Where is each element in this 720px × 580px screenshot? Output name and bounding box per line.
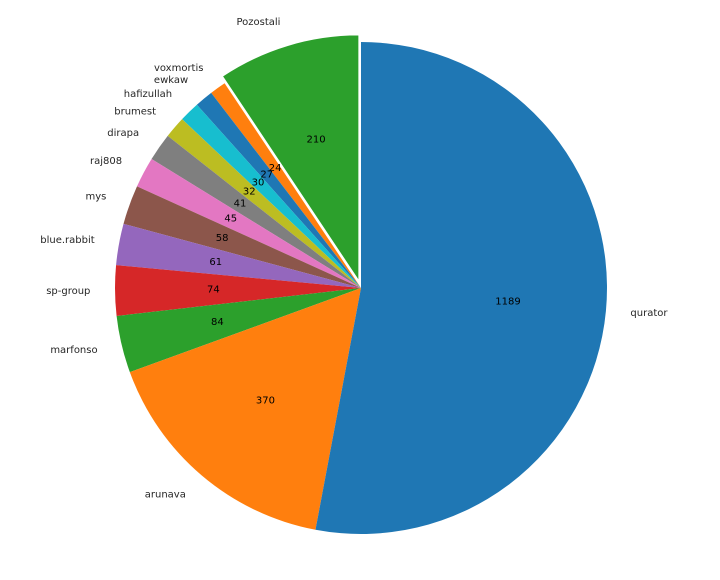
pie-slice-raj808	[136, 158, 361, 288]
slices-layer	[115, 34, 607, 534]
pie-slice-arunava	[129, 288, 361, 530]
pie-slice-blue-rabbit	[116, 223, 361, 288]
slice-value-label: 1189	[495, 297, 520, 308]
slice-label: voxmortis	[154, 63, 204, 74]
slice-label: mys	[85, 191, 106, 202]
slice-label: sp-group	[46, 286, 90, 297]
pie-slice-mys	[123, 186, 361, 288]
slice-value-label: 30	[252, 177, 265, 188]
slice-value-label: 27	[260, 169, 273, 180]
slice-label: dirapa	[107, 128, 139, 139]
pie-slice-pozostali	[221, 34, 360, 283]
pie-slice-ewkaw	[196, 92, 361, 289]
slice-value-label: 61	[209, 257, 222, 268]
pie-slice-dirapa	[151, 135, 361, 288]
slice-label: hafizullah	[124, 89, 172, 100]
slice-label: blue.rabbit	[40, 235, 95, 246]
slice-label: Pozostali	[236, 17, 280, 28]
slice-value-label: 45	[224, 214, 237, 225]
slice-value-label: 84	[211, 317, 224, 328]
slice-value-label: 74	[207, 285, 220, 296]
slice-value-label: 41	[234, 199, 247, 210]
labels-layer: Pozostali 210 voxmortis 24 ewkaw 27 hafizullah…	[40, 17, 668, 500]
slice-value-label: 58	[216, 233, 229, 244]
slice-value-label: 210	[307, 135, 326, 146]
slice-label: marfonso	[50, 345, 97, 356]
pie-slice-marfonso	[116, 288, 361, 373]
slice-label: brumest	[114, 106, 156, 117]
slice-value-label: 370	[256, 396, 275, 407]
slice-label: arunava	[145, 489, 186, 500]
pie-slice-sp-group	[115, 265, 362, 316]
pie-slice-brumest	[167, 119, 361, 288]
slice-value-label: 32	[243, 187, 256, 198]
pie-slice-qurator	[315, 42, 607, 534]
pie-slice-voxmortis	[211, 83, 361, 288]
slice-label: ewkaw	[154, 75, 188, 86]
pie-slice-hafizullah	[182, 104, 361, 288]
slice-label: qurator	[630, 308, 668, 319]
slice-label: raj808	[90, 156, 122, 167]
slice-value-label: 24	[269, 163, 282, 174]
